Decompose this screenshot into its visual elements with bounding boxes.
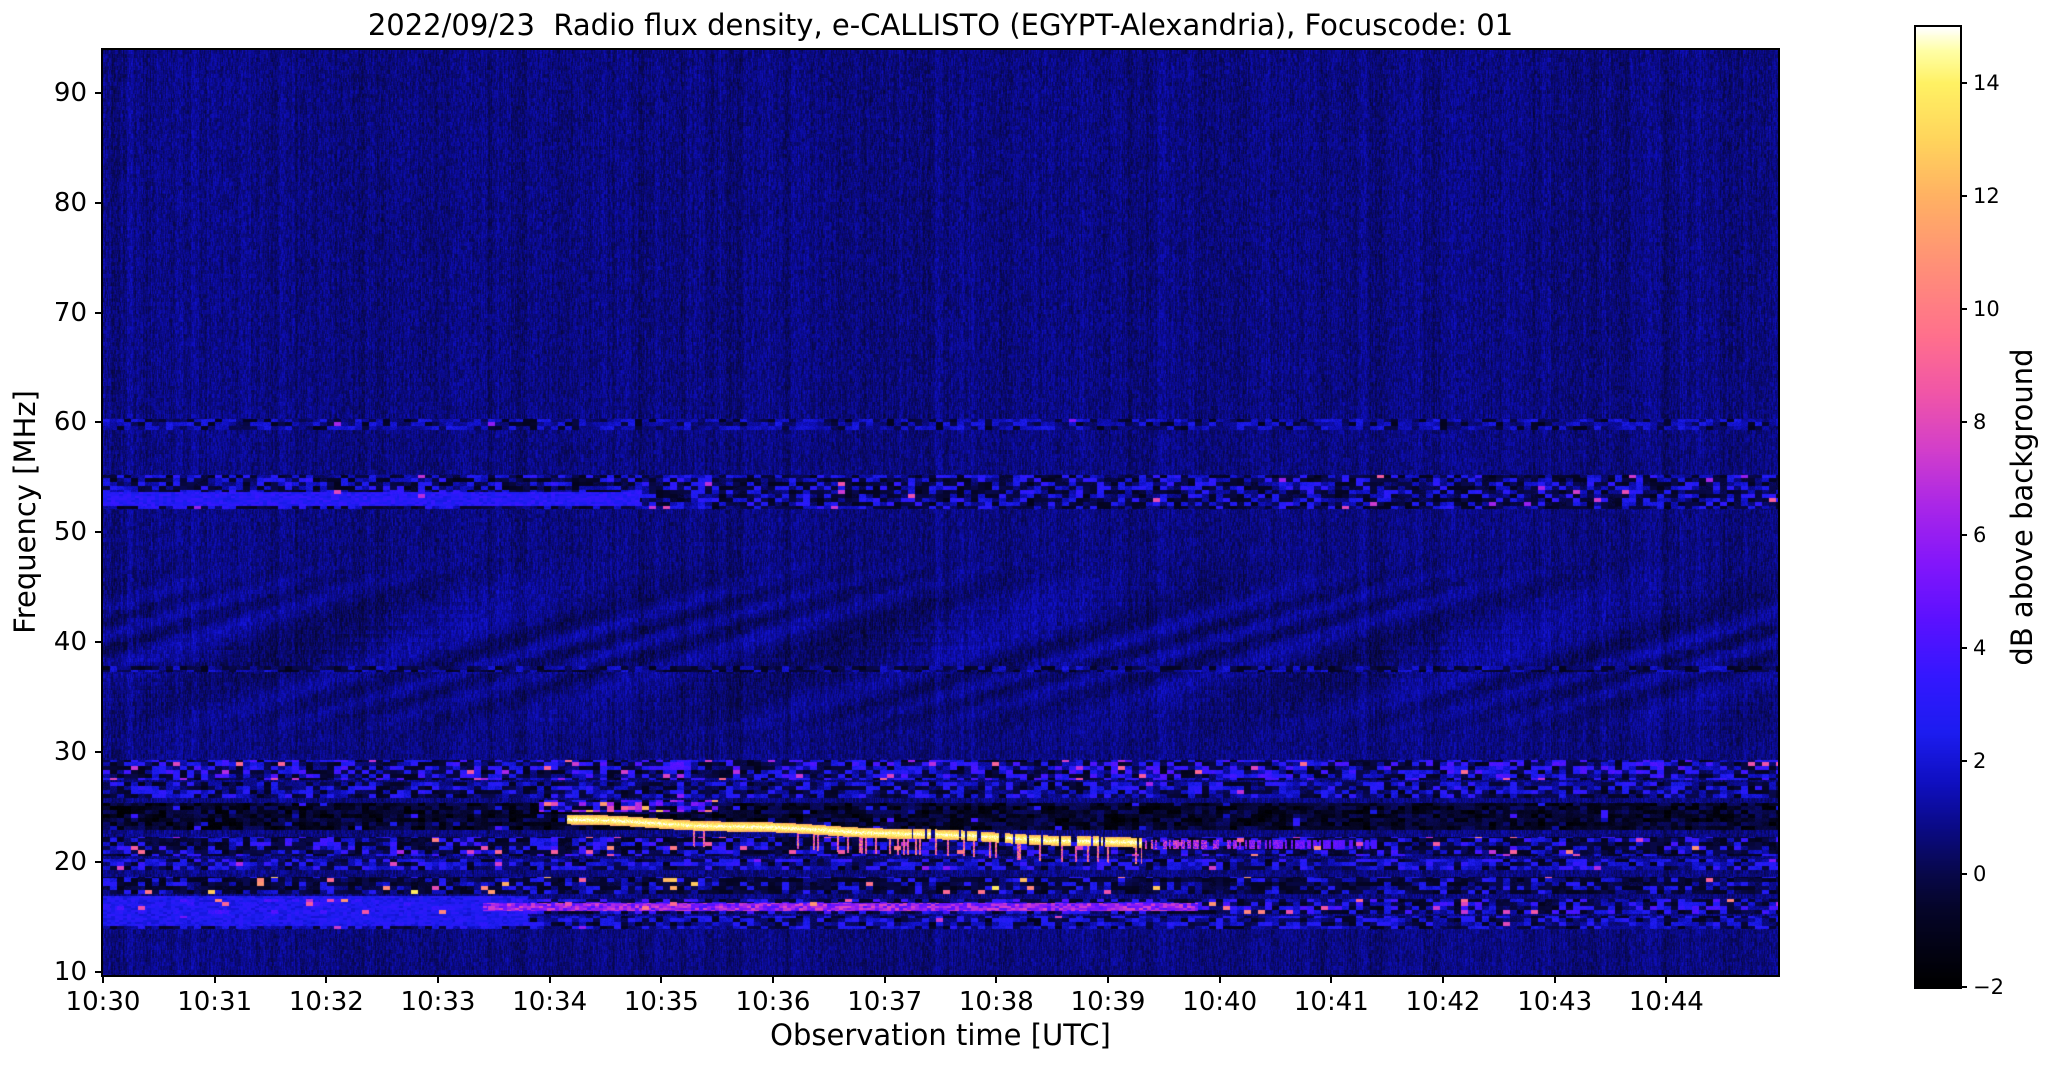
colorbar-tick bbox=[1960, 82, 1967, 85]
x-axis-tick bbox=[102, 975, 104, 983]
colorbar-tick bbox=[1960, 534, 1967, 537]
x-axis-tick bbox=[437, 975, 439, 983]
y-axis-label: Frequency [MHz] bbox=[8, 390, 42, 634]
plot-title: 2022/09/23 Radio flux density, e-CALLIST… bbox=[367, 8, 1514, 42]
x-axis-tick bbox=[1330, 975, 1333, 983]
x-axis-tick-label: 10:35 bbox=[623, 987, 699, 1017]
x-axis-tick bbox=[1218, 975, 1221, 983]
y-axis-tick bbox=[95, 970, 103, 973]
x-axis-tick-label: 10:42 bbox=[1405, 987, 1481, 1017]
y-axis-tick bbox=[95, 750, 103, 753]
y-axis-tick-label: 40 bbox=[53, 627, 87, 658]
colorbar-tick bbox=[1960, 986, 1967, 988]
x-axis-tick bbox=[213, 975, 216, 983]
x-axis-tick bbox=[772, 975, 774, 983]
x-axis-tick bbox=[1665, 975, 1668, 983]
colorbar-tick-label: 14 bbox=[1973, 71, 2000, 96]
x-axis-tick-label: 10:37 bbox=[847, 987, 923, 1017]
colorbar-label: dB above background bbox=[2005, 348, 2039, 666]
x-axis-tick-label: 10:32 bbox=[288, 987, 364, 1017]
y-axis-tick bbox=[95, 531, 103, 534]
x-axis-tick bbox=[1107, 975, 1109, 983]
spectrogram-canvas bbox=[103, 50, 1778, 975]
colorbar-tick bbox=[1960, 873, 1967, 876]
x-axis-tick bbox=[1553, 975, 1556, 983]
spectrogram-plot-area bbox=[101, 48, 1780, 977]
colorbar-tick-label: 10 bbox=[1973, 297, 2000, 322]
x-axis-tick-label: 10:40 bbox=[1182, 987, 1258, 1017]
y-axis-tick bbox=[95, 421, 103, 424]
colorbar-tick bbox=[1960, 760, 1967, 763]
x-axis-tick-label: 10:44 bbox=[1628, 987, 1704, 1017]
y-axis-tick-label: 20 bbox=[53, 846, 87, 877]
y-axis-tick bbox=[95, 860, 103, 863]
x-axis-tick-label: 10:38 bbox=[958, 987, 1034, 1017]
x-axis-tick-label: 10:41 bbox=[1293, 987, 1369, 1017]
y-axis-tick bbox=[95, 641, 103, 644]
x-axis-tick-label: 10:34 bbox=[512, 987, 588, 1017]
y-axis-tick-label: 80 bbox=[53, 187, 87, 218]
colorbar-tick-label: 6 bbox=[1973, 523, 1987, 548]
x-axis-tick-label: 10:33 bbox=[400, 987, 476, 1017]
x-axis-tick bbox=[660, 975, 663, 983]
colorbar bbox=[1914, 25, 1962, 989]
x-axis-tick bbox=[883, 975, 886, 983]
y-axis-tick bbox=[95, 201, 103, 204]
colorbar-tick-label: 0 bbox=[1973, 862, 1987, 887]
x-axis-tick-label: 10:30 bbox=[65, 987, 141, 1017]
colorbar-tick-label: −2 bbox=[1973, 975, 2004, 999]
x-axis-tick-label: 10:43 bbox=[1517, 987, 1593, 1017]
y-axis-tick-label: 50 bbox=[53, 517, 87, 548]
x-axis-tick bbox=[1442, 975, 1444, 983]
colorbar-tick-label: 12 bbox=[1973, 184, 2000, 209]
colorbar-tick bbox=[1960, 647, 1967, 650]
x-axis-tick-label: 10:31 bbox=[177, 987, 253, 1017]
colorbar-tick-label: 2 bbox=[1973, 749, 1987, 774]
x-axis-tick bbox=[995, 975, 998, 983]
colorbar-tick-label: 8 bbox=[1973, 410, 1987, 435]
y-axis-tick bbox=[95, 91, 103, 94]
x-axis-tick bbox=[548, 975, 551, 983]
colorbar-tick bbox=[1960, 421, 1967, 424]
y-axis-tick-label: 30 bbox=[53, 736, 87, 767]
y-axis-tick-label: 60 bbox=[53, 407, 87, 438]
y-axis-tick-label: 10 bbox=[53, 956, 87, 987]
colorbar-tick bbox=[1960, 308, 1967, 311]
colorbar-tick bbox=[1960, 195, 1967, 198]
colorbar-tick-label: 4 bbox=[1973, 636, 1987, 661]
x-axis-tick-label: 10:39 bbox=[1070, 987, 1146, 1017]
x-axis-label: Observation time [UTC] bbox=[770, 1018, 1111, 1052]
x-axis-tick-label: 10:36 bbox=[735, 987, 811, 1017]
y-axis-tick-label: 70 bbox=[53, 297, 87, 328]
x-axis-tick bbox=[325, 975, 328, 983]
y-axis-tick bbox=[95, 311, 103, 314]
colorbar-gradient-canvas bbox=[1916, 27, 1960, 987]
y-axis-tick-label: 90 bbox=[53, 77, 87, 108]
